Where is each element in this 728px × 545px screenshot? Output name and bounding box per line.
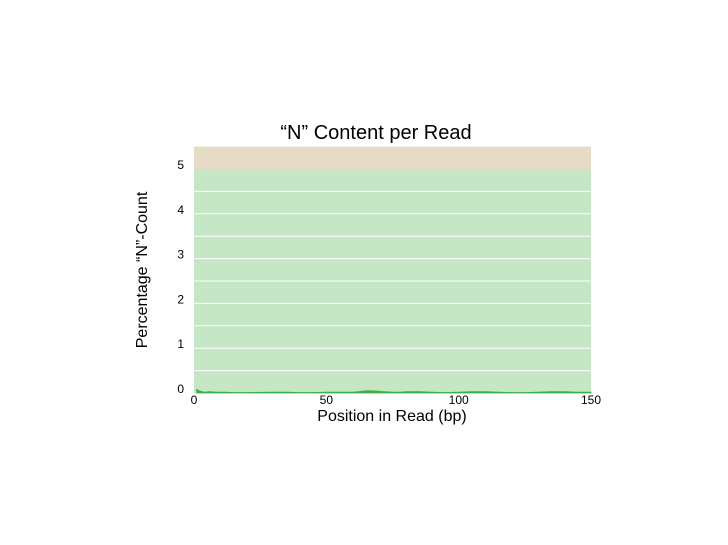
- x-axis-label: Position in Read (bp): [317, 408, 466, 425]
- series-area-0: [196, 388, 592, 394]
- y-tick-label: 4: [177, 203, 184, 217]
- quality-bands: [194, 146, 591, 393]
- y-axis-label: Percentage “N”-Count: [134, 191, 151, 348]
- gridlines: [194, 190, 591, 372]
- y-tick-label: 3: [177, 248, 184, 262]
- x-tick-label: 150: [581, 393, 601, 407]
- y-tick-labels: 0 1 2 3 4 5: [177, 158, 184, 396]
- y-tick-label: 5: [177, 158, 184, 172]
- x-tick-label: 50: [320, 393, 334, 407]
- x-tick-labels: 0 50 100 150: [191, 393, 602, 407]
- series-area: [196, 388, 592, 394]
- chart-title: “N” Content per Read: [280, 122, 471, 144]
- y-tick-label: 0: [177, 382, 184, 396]
- x-tick-label: 0: [191, 393, 198, 407]
- y-tick-label: 2: [177, 292, 184, 306]
- band-1: [194, 146, 591, 169]
- x-tick-label: 100: [449, 393, 469, 407]
- y-tick-label: 1: [177, 337, 184, 351]
